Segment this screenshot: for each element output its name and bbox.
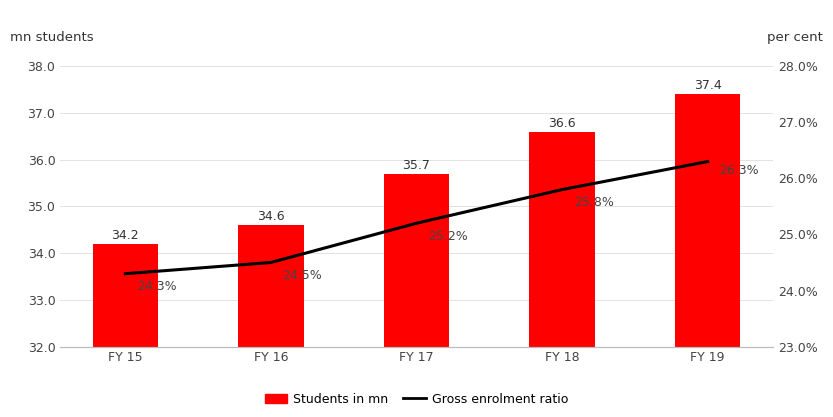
Text: 37.4: 37.4 — [694, 79, 721, 93]
Text: 34.2: 34.2 — [112, 229, 139, 242]
Bar — [384, 174, 449, 417]
Text: 26.3%: 26.3% — [720, 164, 759, 177]
Text: per cent: per cent — [767, 31, 823, 44]
Legend: Students in mn, Gross enrolment ratio: Students in mn, Gross enrolment ratio — [260, 388, 573, 411]
Bar — [92, 244, 158, 417]
Text: 25.8%: 25.8% — [574, 196, 614, 209]
Text: 25.2%: 25.2% — [428, 230, 468, 243]
Bar — [238, 225, 304, 417]
Text: 24.5%: 24.5% — [282, 269, 322, 282]
Text: 34.6: 34.6 — [257, 210, 285, 223]
Text: mn students: mn students — [10, 31, 94, 44]
Text: 35.7: 35.7 — [402, 159, 431, 172]
Bar — [675, 94, 741, 417]
Text: 24.3%: 24.3% — [137, 280, 177, 294]
Bar — [529, 132, 595, 417]
Text: 36.6: 36.6 — [548, 117, 576, 130]
